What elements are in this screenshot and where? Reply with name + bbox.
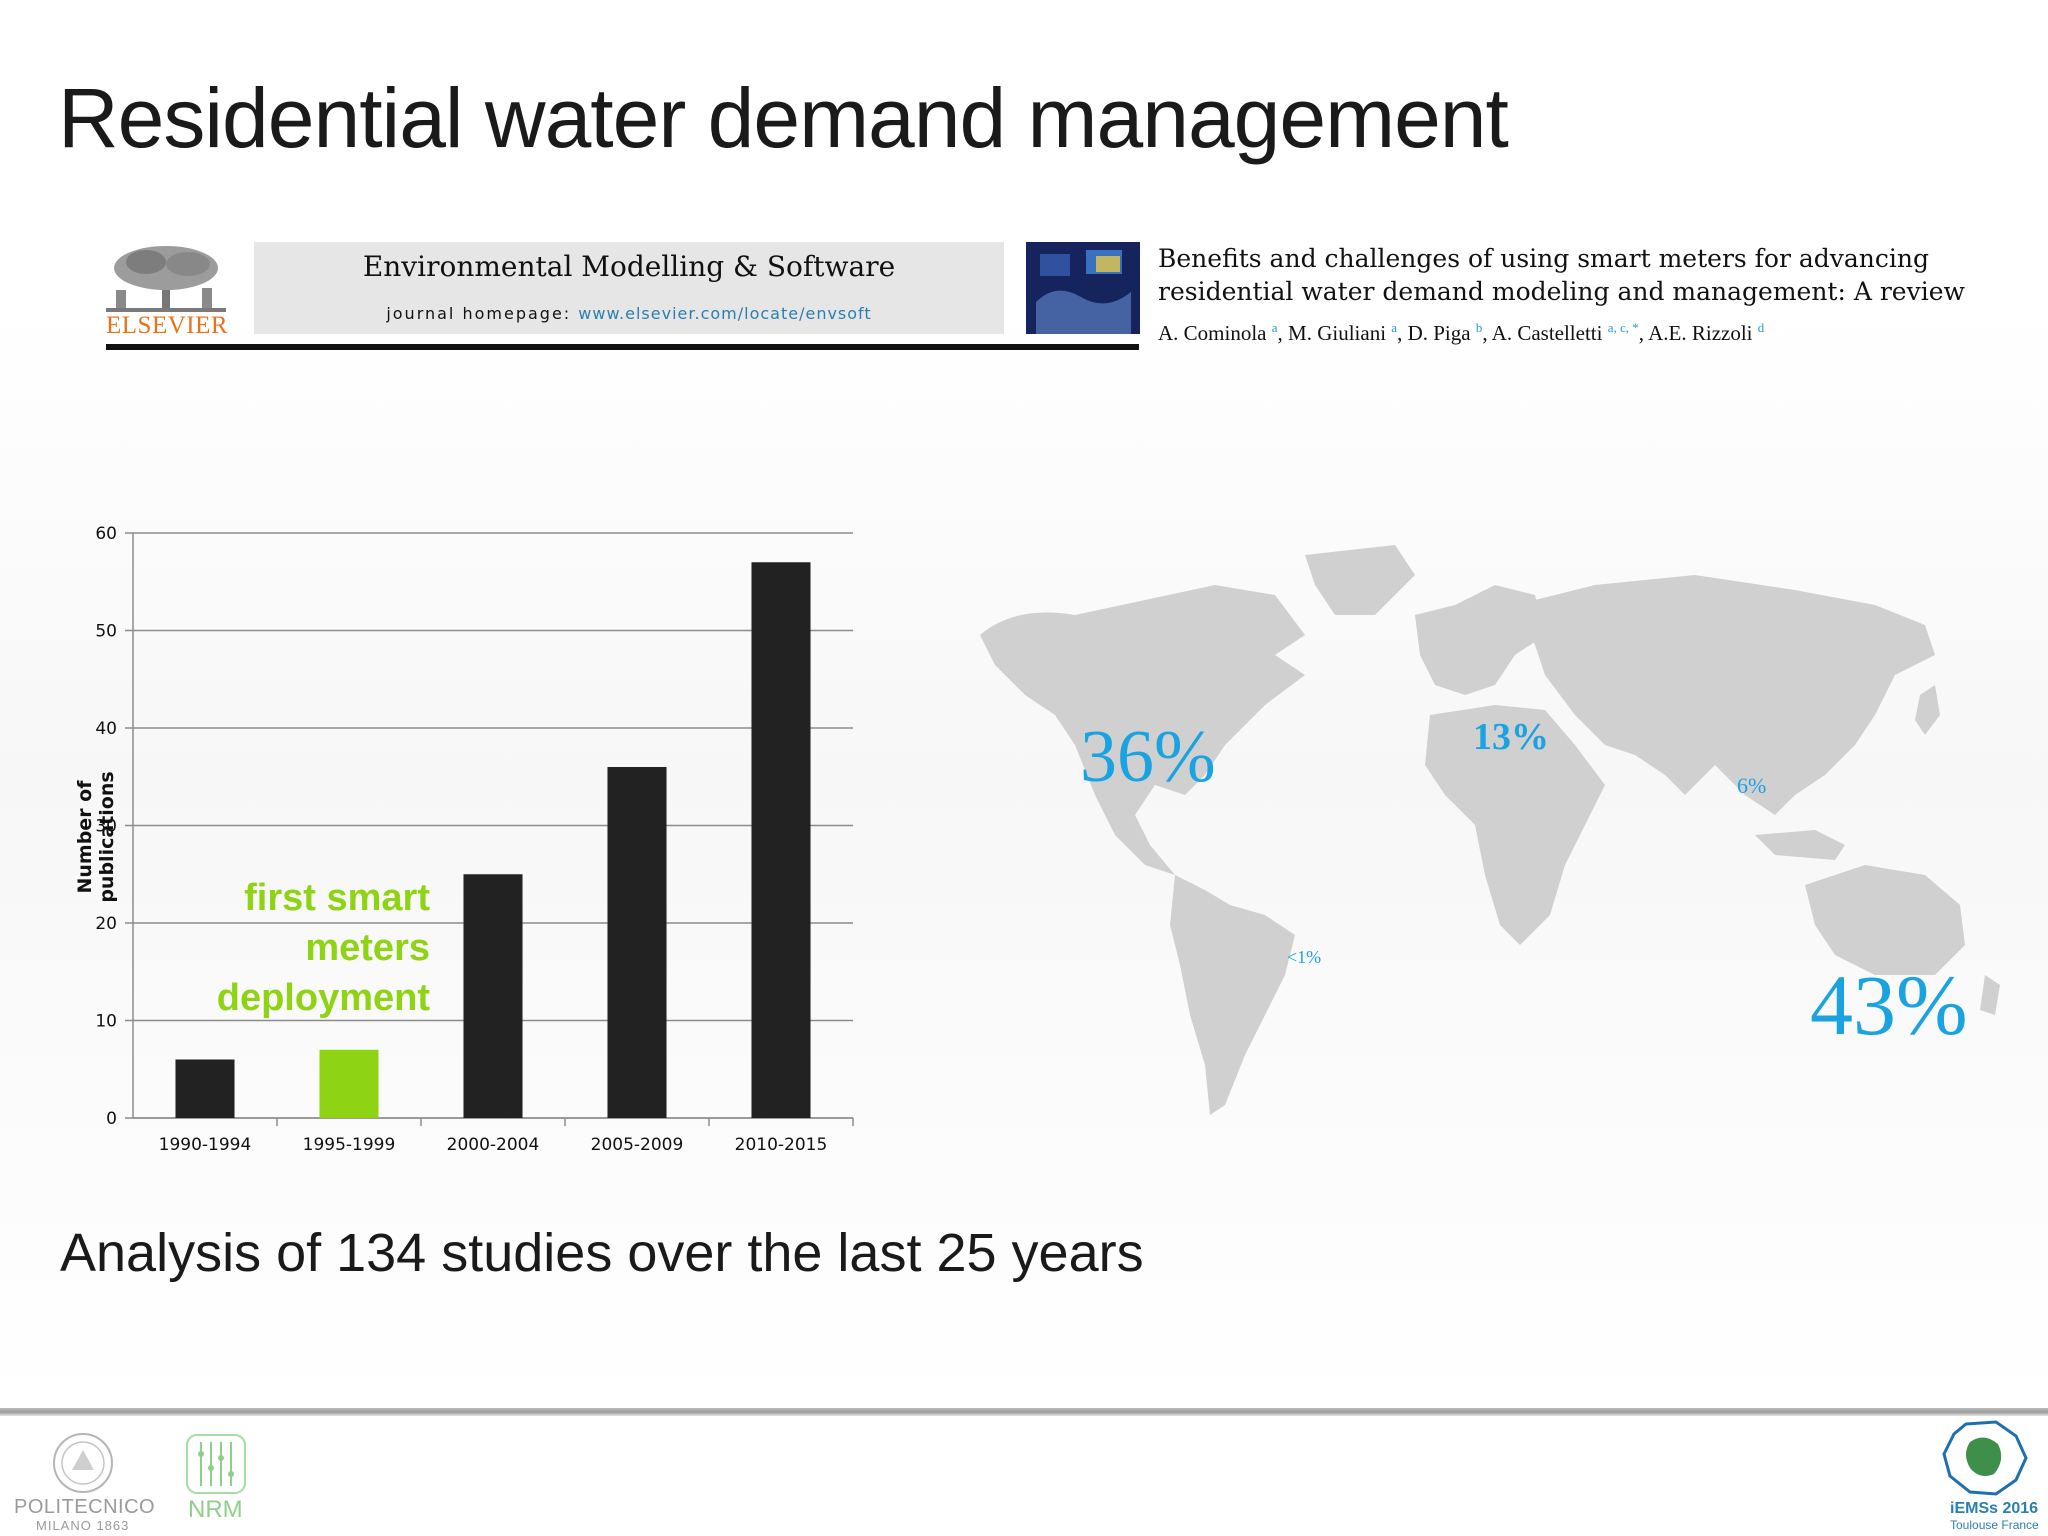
politecnico-seal-icon xyxy=(53,1433,113,1493)
publisher-name: ELSEVIER xyxy=(106,312,229,339)
north-america-share: 36% xyxy=(1080,716,1216,798)
politecnico-subtitle: MILANO 1863 xyxy=(36,1518,130,1533)
iemss-name: iEMSs 2016 xyxy=(1950,1500,2039,1517)
author-affiliation: b xyxy=(1475,320,1483,335)
paper-title: Benefits and challenges of using smart m… xyxy=(1158,242,2008,308)
author-name: A. Castelletti xyxy=(1491,321,1603,345)
publications-bar-chart: 0 10 20 30 40 50 60 1990-1994 1995-1999 2000-2004… xyxy=(58,515,878,1165)
journal-name: Environmental Modelling & Software xyxy=(362,250,896,283)
footer-rule xyxy=(0,1408,2048,1416)
homepage-label: journal homepage: xyxy=(386,304,572,323)
homepage-link[interactable]: www.elsevier.com/locate/envsoft xyxy=(578,304,872,323)
slide-title: Residential water demand management xyxy=(58,71,1509,165)
bar-2000-2004 xyxy=(463,874,523,1118)
y-tick-label: 50 xyxy=(95,622,117,642)
world-map: 36% 13% 6% <1% 43% xyxy=(975,545,2020,1125)
paper-header: ELSEVIER Environmental Modelling & Softw… xyxy=(106,240,2006,360)
author-affiliation: d xyxy=(1757,320,1765,335)
europe-share: 13% xyxy=(1473,716,1549,758)
y-tick-label: 30 xyxy=(95,817,117,837)
slide-subtitle: Analysis of 134 studies over the last 25… xyxy=(60,1223,1144,1283)
iemss-france-logo xyxy=(1942,1420,2028,1496)
bar-1990-1994 xyxy=(175,1059,235,1118)
x-tick-label: 1995-1999 xyxy=(303,1135,396,1155)
bar-2010-2015 xyxy=(751,562,811,1118)
y-tick-label: 10 xyxy=(95,1012,117,1032)
y-tick-label: 40 xyxy=(95,719,117,739)
asia-share: 6% xyxy=(1737,773,1767,798)
bar-2005-2009 xyxy=(607,767,667,1118)
journal-homepage: journal homepage: www.elsevier.com/locat… xyxy=(254,304,1004,323)
y-tick-label: 0 xyxy=(106,1109,117,1129)
paper-title-line-1: Benefits and challenges of using smart m… xyxy=(1158,244,1930,273)
smart-meters-annotation: first smart meters deployment xyxy=(178,873,430,1023)
elsevier-tree-icon xyxy=(106,246,226,312)
author-name: M. Giuliani xyxy=(1288,321,1387,345)
y-axis-label: Number of publications xyxy=(74,771,118,903)
annotation-line: meters xyxy=(305,927,430,969)
x-tick-label: 2005-2009 xyxy=(591,1135,684,1155)
nrm-circuit-icon xyxy=(186,1434,246,1494)
author-name: A. Cominola xyxy=(1158,321,1267,345)
annotation-line: first smart xyxy=(244,877,430,919)
x-tick-label: 1990-1994 xyxy=(159,1135,252,1155)
author-name: D. Piga xyxy=(1407,321,1471,345)
south-america-share: <1% xyxy=(1287,947,1322,967)
author-name: A.E. Rizzoli xyxy=(1648,321,1753,345)
iemss-subtitle: Toulouse France xyxy=(1950,1518,2039,1532)
world-map-shape xyxy=(980,545,2000,1115)
x-tick-label: 2000-2004 xyxy=(447,1135,540,1155)
x-tick-label: 2010-2015 xyxy=(735,1135,828,1155)
bar-1995-1999 xyxy=(319,1049,379,1118)
journal-banner: Environmental Modelling & Software journ… xyxy=(254,242,1004,334)
paper-authors: A. Cominola a, M. Giuliani a, D. Piga b,… xyxy=(1158,320,1765,345)
politecnico-name: POLITECNICO xyxy=(14,1496,156,1518)
y-tick-label: 20 xyxy=(95,914,117,934)
author-affiliation: a xyxy=(1391,320,1398,335)
author-affiliation: a xyxy=(1271,320,1278,335)
chart-canvas: 0 10 20 30 40 50 60 1990-1994 1995-1999 2000-2004… xyxy=(95,524,854,1155)
header-rule xyxy=(106,344,1139,350)
oceania-share: 43% xyxy=(1810,957,1968,1053)
journal-cover-image xyxy=(1026,242,1140,334)
annotation-line: deployment xyxy=(216,977,430,1019)
author-affiliation: a, c, * xyxy=(1607,320,1639,335)
paper-title-line-2: residential water demand modeling and ma… xyxy=(1158,277,1965,306)
y-tick-label: 60 xyxy=(95,524,117,544)
nrm-name: NRM xyxy=(188,1496,243,1523)
